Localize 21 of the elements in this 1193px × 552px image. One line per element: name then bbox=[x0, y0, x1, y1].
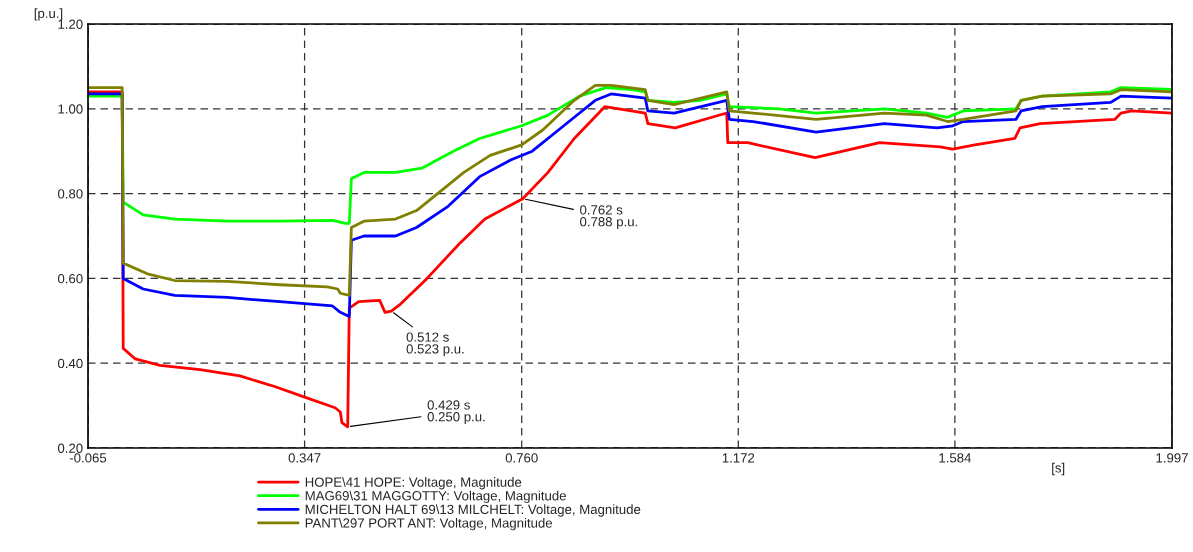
annotation: 0.512 s 0.523 p.u. bbox=[406, 332, 464, 357]
y-tick-label: 0.80 bbox=[57, 189, 83, 199]
y-tick-label: 0.60 bbox=[57, 273, 83, 284]
legend-label: MAG69\31 MAGGOTTY: Voltage, Magnitude bbox=[305, 490, 566, 504]
x-tick-label: 1.172 bbox=[722, 453, 755, 463]
annotation: 0.762 s 0.788 p.u. bbox=[580, 205, 638, 229]
y-tick-label: 1.20 bbox=[58, 19, 83, 29]
x-tick-label: 0.760 bbox=[505, 453, 538, 463]
y-tick-label: 1.00 bbox=[58, 104, 83, 114]
x-tick-label: 1.584 bbox=[939, 453, 972, 463]
y-tick-label: 0.20 bbox=[57, 443, 83, 453]
x-axis-title: [s] bbox=[1052, 462, 1065, 476]
x-tick-label: 0.347 bbox=[288, 453, 321, 463]
legend-label: MICHELTON HALT 69\13 MILCHELT: Voltage, Magnitude bbox=[305, 504, 641, 517]
x-tick-label: -0.065 bbox=[69, 453, 107, 463]
y-axis-title: [p.u.] bbox=[34, 8, 63, 21]
legend-label: HOPE\41 HOPE: Voltage, Magnitude bbox=[305, 477, 522, 490]
legend-label: PANT\297 PORT ANT: Voltage, Magnitude bbox=[305, 517, 553, 531]
x-tick-label: 1.997 bbox=[1156, 453, 1188, 463]
annotation: 0.429 s 0.250 p.u. bbox=[427, 400, 485, 425]
y-tick-label: 0.40 bbox=[57, 358, 83, 369]
